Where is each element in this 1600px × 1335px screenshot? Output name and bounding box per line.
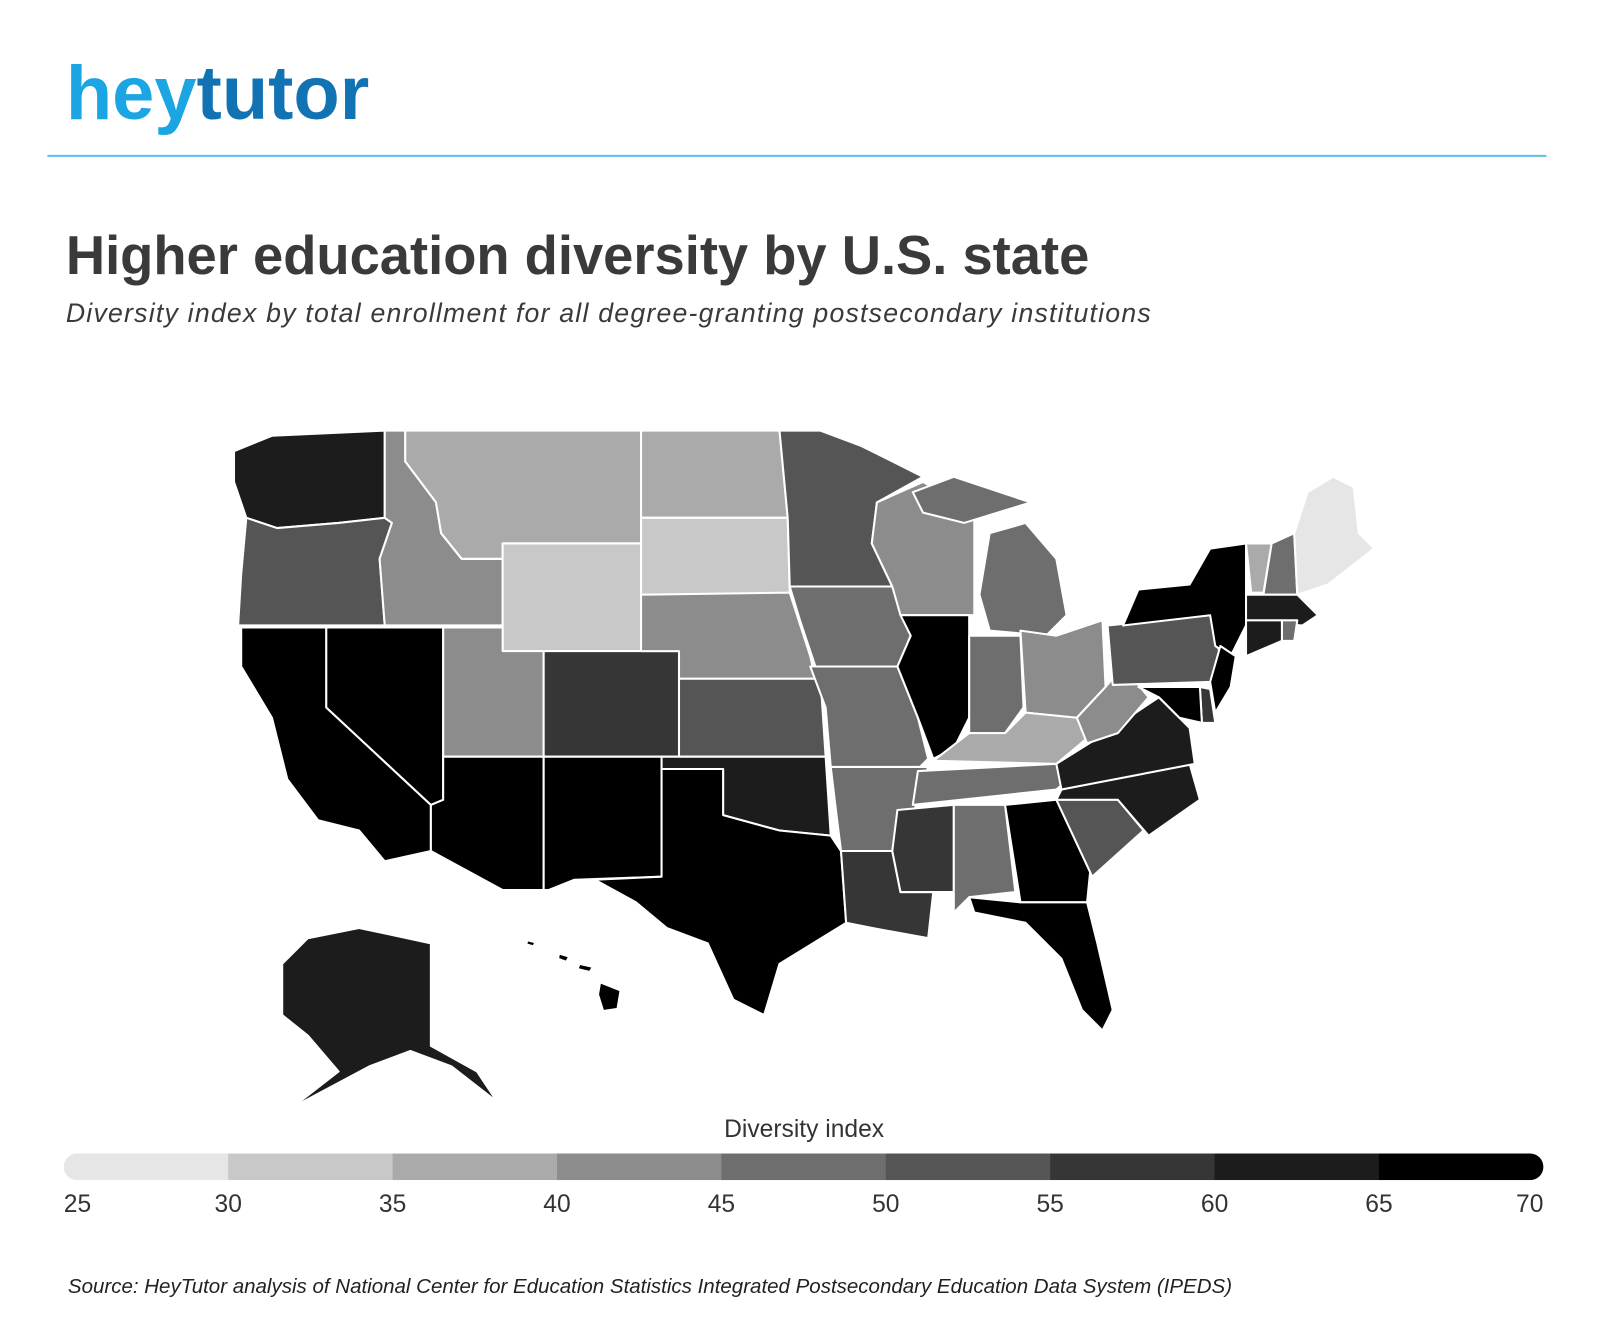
state <box>525 939 622 1013</box>
legend-swatch <box>228 1153 394 1181</box>
legend-swatch <box>1214 1153 1380 1181</box>
legend-tick-label: 70 <box>1516 1191 1543 1218</box>
state <box>542 650 681 758</box>
state <box>1209 644 1237 714</box>
state <box>1245 619 1283 658</box>
state <box>1075 665 1150 745</box>
state <box>968 634 1025 735</box>
state <box>237 516 393 627</box>
legend-tick-label: 45 <box>708 1191 735 1218</box>
logo: heytutor <box>66 51 369 136</box>
state <box>952 803 1017 914</box>
state <box>677 677 827 758</box>
source-note: Source: HeyTutor analysis of National Ce… <box>68 1275 1232 1298</box>
legend-swatch <box>885 1153 1051 1181</box>
state <box>542 755 663 892</box>
state <box>891 803 955 894</box>
states <box>232 429 1376 1109</box>
legend-swatch <box>721 1153 887 1181</box>
logo-part: tutor <box>197 51 370 136</box>
legend-swatch <box>63 1153 229 1181</box>
state <box>1137 685 1203 724</box>
legend-tick-label: 35 <box>379 1191 406 1218</box>
legend-swatch <box>556 1153 722 1181</box>
state <box>501 542 643 653</box>
chart-subtitle: Diversity index by total enrollment for … <box>66 298 1152 328</box>
legend-swatch <box>392 1153 558 1181</box>
state <box>429 755 545 892</box>
state <box>911 475 1068 637</box>
state <box>1121 542 1248 658</box>
state <box>1280 619 1299 642</box>
state <box>968 896 1114 1032</box>
legend-tick-label: 30 <box>215 1191 242 1218</box>
state <box>281 926 499 1109</box>
logo-part: hey <box>66 51 197 136</box>
state <box>640 516 791 596</box>
legend-swatch <box>1050 1153 1216 1181</box>
chart-title: Higher education diversity by U.S. state <box>66 225 1089 286</box>
legend-labels: 25 30 35 40 45 50 55 60 65 70 <box>64 1191 1544 1218</box>
state <box>1245 593 1319 627</box>
legend-tick-label: 50 <box>872 1191 899 1218</box>
legend-tick-label: 65 <box>1365 1191 1392 1218</box>
legend-title: Diversity index <box>724 1116 885 1143</box>
legend-tick-label: 40 <box>543 1191 570 1218</box>
state <box>593 767 848 1017</box>
state <box>1293 475 1376 596</box>
legend-tick-label: 55 <box>1037 1191 1064 1218</box>
legend-swatch <box>1378 1153 1544 1181</box>
state <box>640 429 789 519</box>
state <box>232 429 386 530</box>
legend-tick-label: 25 <box>64 1191 91 1218</box>
legend-bar <box>63 1153 1544 1181</box>
legend-tick-label: 60 <box>1201 1191 1228 1218</box>
